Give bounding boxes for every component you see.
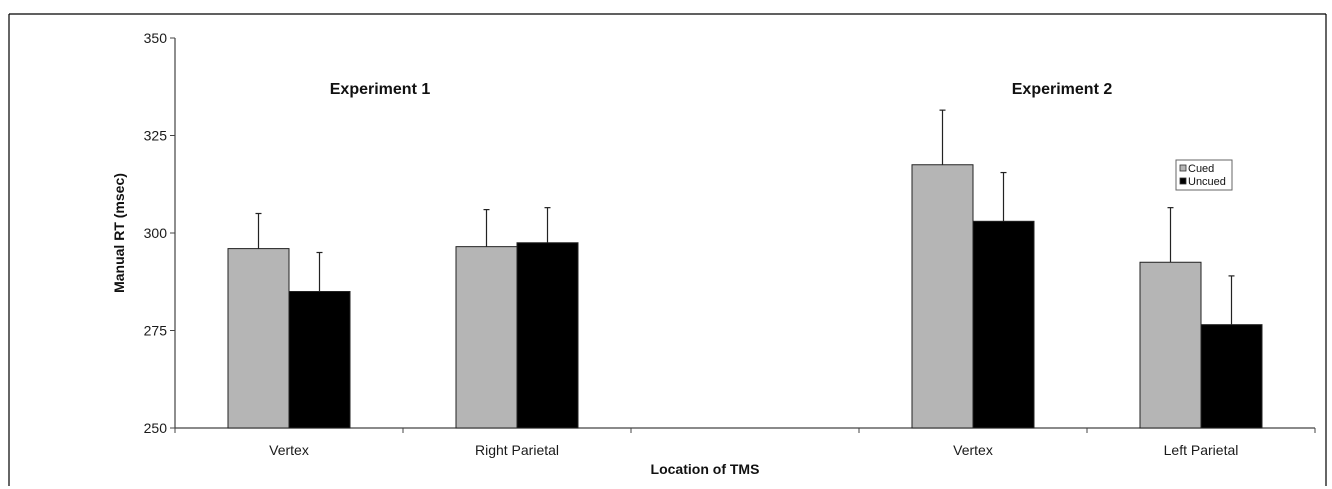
annotation-experiment-2: Experiment 2 [1012,81,1113,98]
annotation-experiment-1: Experiment 1 [330,81,431,98]
bar-cued [1139,261,1202,429]
bar-uncued [516,242,579,429]
legend-swatch-uncued [1179,177,1187,185]
y-tick-label: 325 [144,128,168,144]
y-tick-label: 275 [144,323,168,339]
bar-uncued [972,220,1035,429]
axes: 250 275 300 325 350 Vertex Right Parietal Verte… [144,30,1316,458]
error-bars [255,109,1235,325]
bar-cued [455,246,518,429]
bar-cued [911,164,974,429]
bar-cued [227,248,290,429]
legend-swatch-cued [1179,164,1187,172]
x-axis-label: Location of TMS [651,461,760,477]
bar-uncued [288,291,351,429]
y-axis-label: Manual RT (msec) [111,173,127,293]
labels: Manual RT (msec) Location of TMS Experim… [111,81,1112,477]
y-tick-label: 250 [144,420,168,436]
figure-frame [8,13,1327,486]
legend-label-uncued: Uncued [1188,176,1226,188]
legend-label-cued: Cued [1188,163,1214,175]
y-tick-label: 350 [144,30,168,46]
x-tick-label: Left Parietal [1164,442,1239,458]
legend: Cued Uncued [1175,159,1233,191]
x-tick-label: Vertex [269,442,309,458]
bars [227,164,1263,429]
bar-uncued [1200,324,1263,429]
x-tick-label: Vertex [953,442,993,458]
y-tick-label: 300 [144,225,168,241]
x-tick-label: Right Parietal [475,442,559,458]
